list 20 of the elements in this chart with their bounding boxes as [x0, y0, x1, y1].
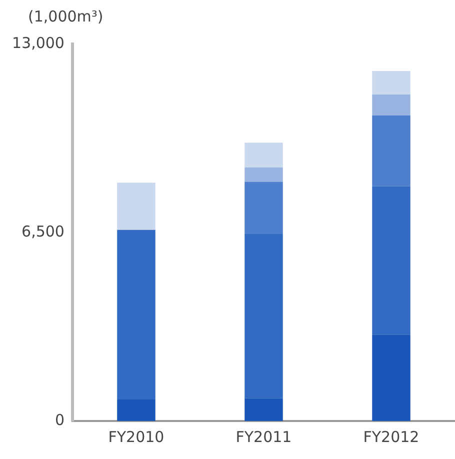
y-tick-label: 13,000	[12, 34, 64, 52]
bar	[372, 115, 410, 186]
bar	[372, 94, 410, 116]
x-tick-label: FY2012	[363, 428, 420, 446]
bar	[244, 168, 283, 182]
bar	[117, 400, 156, 421]
y-tick-label: 0	[54, 410, 64, 429]
x-tick-label: FY2011	[236, 428, 292, 446]
y-axis-title: (1,000m³)	[28, 7, 104, 26]
bar	[244, 182, 283, 234]
bar	[244, 234, 283, 398]
bar	[244, 142, 283, 168]
bar	[117, 182, 156, 230]
bar	[117, 230, 156, 400]
bar	[244, 398, 283, 421]
bar	[372, 334, 410, 421]
bar	[372, 70, 410, 94]
x-tick-label: FY2010	[108, 428, 164, 446]
y-tick-label: 6,500	[22, 222, 64, 240]
bar	[372, 186, 410, 335]
